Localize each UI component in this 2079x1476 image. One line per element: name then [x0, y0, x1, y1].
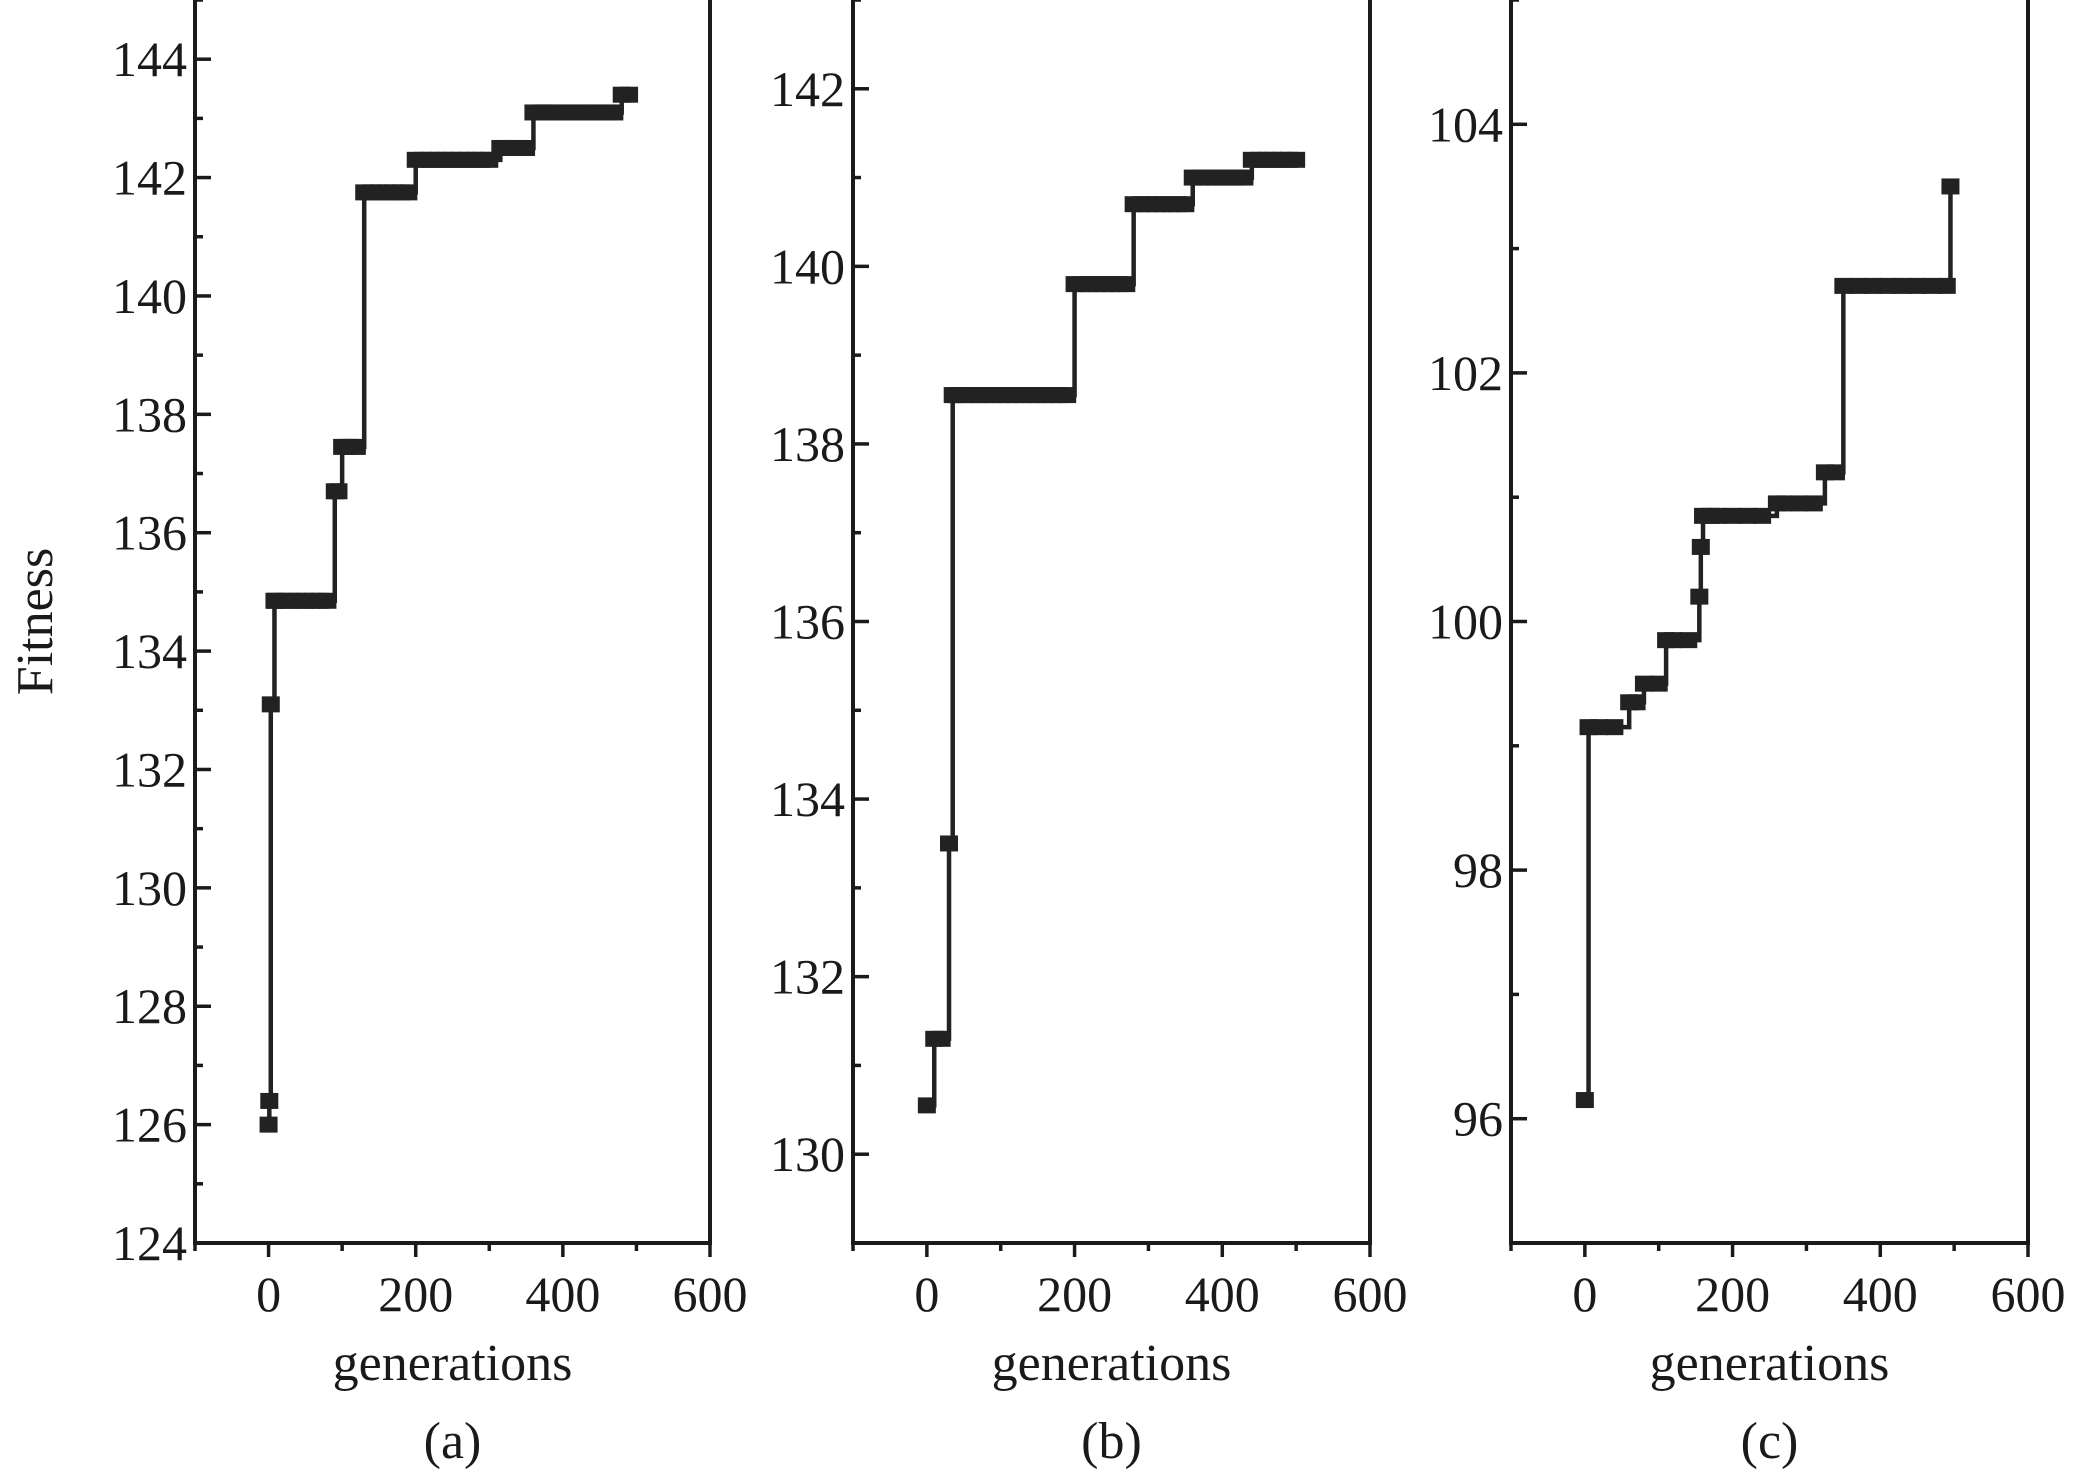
data-point: [620, 86, 639, 103]
data-point: [329, 483, 348, 500]
plot-frame: [193, 0, 712, 1245]
y-tick-label: 130: [770, 1126, 845, 1182]
data-point: [940, 835, 959, 852]
panel-label: (c): [1741, 1413, 1799, 1470]
data-point: [605, 104, 624, 121]
series-line: [926, 157, 1297, 1108]
data-point: [259, 1116, 278, 1133]
panel-label: (b): [1081, 1413, 1142, 1470]
data-point: [1834, 277, 1853, 294]
data-point: [1634, 675, 1653, 692]
y-tick-label: 142: [112, 150, 187, 206]
x-tick-label: 200: [378, 1266, 453, 1322]
y-tick-label: 134: [770, 771, 845, 827]
data-point: [517, 139, 536, 156]
data-point: [1738, 507, 1757, 524]
data-point: [1775, 495, 1794, 512]
x-axis-label: generations: [333, 1335, 573, 1392]
data-point: [1863, 277, 1882, 294]
data-point: [1690, 588, 1709, 605]
x-axis-label: generations: [992, 1335, 1232, 1392]
data-point: [1058, 387, 1077, 404]
data-point: [1708, 507, 1727, 524]
x-tick-label: 200: [1037, 1266, 1112, 1322]
y-tick-label: 130: [112, 860, 187, 916]
y-tick-label: 142: [770, 61, 845, 117]
panel-a: 124 126 128 130 132 134 136 138 140 142 144 0 200 400…: [7, 0, 748, 1470]
data-point: [1922, 277, 1941, 294]
data-point: [1176, 196, 1195, 213]
data-point: [1941, 178, 1960, 195]
data-point: [1826, 464, 1845, 481]
data-point: [1893, 277, 1912, 294]
y-tick-label: 100: [1428, 594, 1503, 650]
x-tick-label: 600: [1991, 1266, 2066, 1322]
x-tick-label: 200: [1695, 1266, 1770, 1322]
x-tick-label: 0: [1572, 1266, 1597, 1322]
data-point: [932, 1030, 951, 1047]
y-tick-label: 128: [112, 978, 187, 1034]
y-tick-label: 138: [112, 386, 187, 442]
data-point: [1878, 277, 1897, 294]
data-point: [1117, 276, 1136, 293]
data-point: [1691, 538, 1710, 555]
x-tick-label: 400: [1843, 1266, 1918, 1322]
series-line: [267, 92, 630, 1127]
data-point: [1235, 169, 1254, 186]
data-point: [917, 1097, 936, 1114]
panel-label: (a): [424, 1413, 482, 1470]
data-point: [1590, 719, 1609, 736]
x-tick-label: 0: [914, 1266, 939, 1322]
data-point: [1575, 1092, 1594, 1109]
y-tick-label: 124: [112, 1215, 187, 1271]
y-tick-label: 136: [770, 594, 845, 650]
data-point: [1679, 632, 1698, 649]
x-tick-label: 400: [1185, 1266, 1260, 1322]
panel-b: 130 132 134 136 138 140 142 0 200 400 600 generatio…: [770, 0, 1408, 1470]
x-tick-label: 600: [1333, 1266, 1408, 1322]
data-point: [1849, 277, 1868, 294]
series-line: [1584, 186, 1953, 1103]
data-point: [1790, 495, 1809, 512]
y-tick-label: 96: [1453, 1091, 1503, 1147]
data-point: [1627, 694, 1646, 711]
y-tick-label: 138: [770, 416, 845, 472]
y-tick-label: 132: [112, 741, 187, 797]
x-tick-label: 400: [525, 1266, 600, 1322]
data-point: [1723, 507, 1742, 524]
data-point: [1664, 632, 1683, 649]
y-tick-label: 144: [112, 31, 187, 87]
y-tick-label: 102: [1428, 345, 1503, 401]
data-point: [261, 696, 280, 713]
y-tick-label: 134: [112, 623, 187, 679]
y-tick-label: 126: [112, 1097, 187, 1153]
data-point: [1804, 495, 1823, 512]
y-tick-label: 140: [770, 238, 845, 294]
data-point: [399, 184, 418, 201]
y-axis-label: Fitness: [7, 548, 64, 695]
y-tick-label: 136: [112, 505, 187, 561]
x-axis-label: generations: [1650, 1335, 1890, 1392]
plot-frame: [851, 0, 1372, 1245]
data-point: [318, 592, 337, 609]
data-point: [347, 438, 366, 455]
data-point: [1937, 277, 1956, 294]
data-point: [1753, 507, 1772, 524]
data-point: [260, 1092, 279, 1109]
y-tick-label: 98: [1453, 842, 1503, 898]
panel-c: 96 98 100 102 104 0 200 400 600 generations (c): [1428, 0, 2066, 1470]
data-point: [1605, 719, 1624, 736]
y-tick-label: 104: [1428, 96, 1503, 152]
data-point: [1908, 277, 1927, 294]
data-point: [1287, 151, 1306, 168]
data-point: [1649, 675, 1668, 692]
y-tick-label: 132: [770, 949, 845, 1005]
y-tick-label: 140: [112, 268, 187, 324]
x-tick-label: 600: [673, 1266, 748, 1322]
x-tick-label: 0: [256, 1266, 281, 1322]
